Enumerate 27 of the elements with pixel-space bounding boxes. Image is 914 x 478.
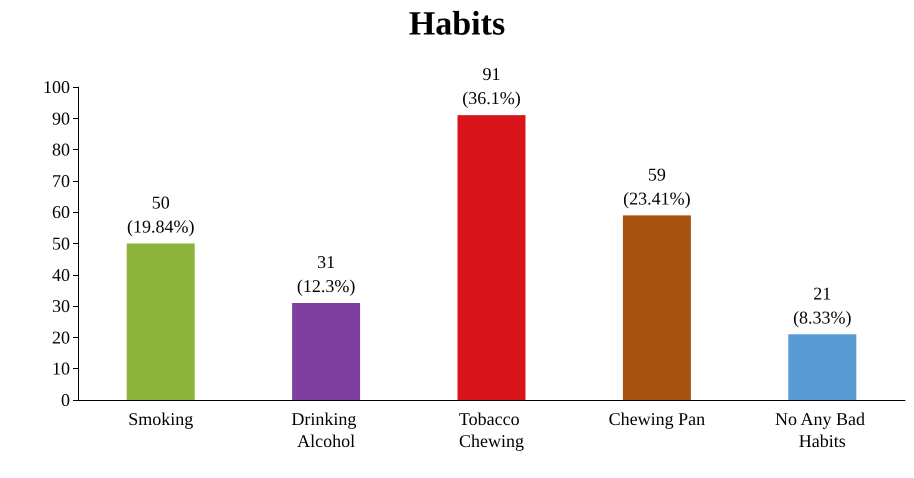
y-tick-label: 10	[52, 358, 70, 379]
data-label: 31 (12.3%)	[296, 252, 356, 296]
bar	[292, 302, 360, 400]
y-tick-label: 60	[52, 202, 70, 222]
y-tick-label: 50	[52, 234, 70, 254]
data-label: 21 (8.33%)	[793, 283, 852, 328]
bar	[126, 244, 195, 400]
y-tick-label: 20	[52, 327, 70, 348]
x-tick-label: Smoking	[128, 409, 194, 429]
y-tick-label: 90	[52, 108, 70, 128]
y-tick-label: 100	[43, 77, 70, 97]
y-tick-label: 0	[61, 390, 70, 410]
y-tick-label: 30	[52, 296, 70, 316]
data-label: 50 (19.84%)	[126, 192, 194, 236]
data-label: 59 (23.41%)	[623, 164, 691, 208]
x-tick-label: Drinking Alcohol	[291, 409, 361, 451]
data-label: 91 (36.1%)	[462, 64, 521, 108]
bar	[788, 334, 856, 400]
bar	[458, 115, 526, 400]
y-tick-label: 40	[52, 264, 70, 285]
x-tick-label: Chewing Pan	[608, 409, 706, 429]
x-tick-label: Tobacco Chewing	[458, 409, 524, 451]
chart-title: Habits	[408, 6, 506, 42]
y-tick-label: 80	[52, 140, 70, 160]
x-tick-label: No Any Bad Habits	[775, 409, 870, 451]
y-tick-label: 70	[52, 170, 70, 191]
bar	[622, 215, 691, 400]
